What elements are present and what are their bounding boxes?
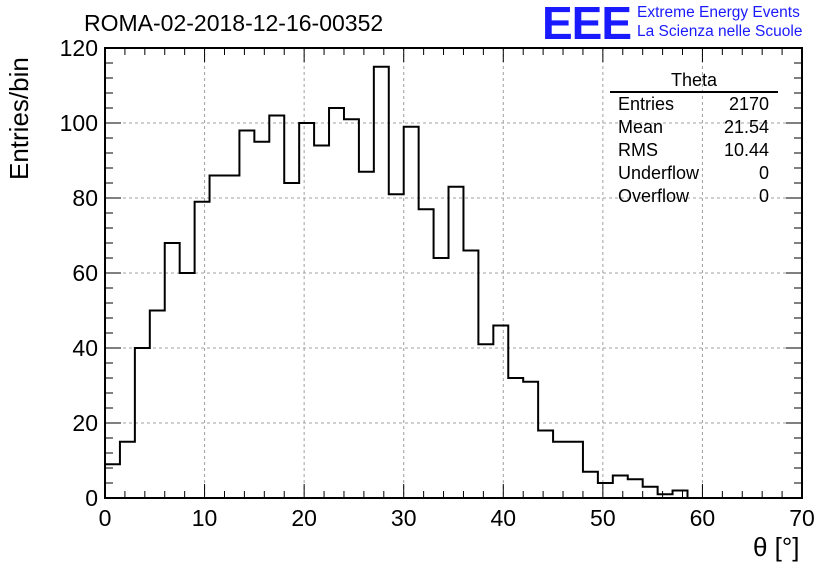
- y-tick-label: 60: [72, 260, 98, 286]
- x-tick-label: 0: [99, 505, 112, 531]
- y-tick-label: 20: [72, 410, 98, 436]
- histogram-step-line: [104, 65, 703, 499]
- stats-value: 21.54: [723, 117, 769, 137]
- stats-row-mean: Mean 21.54: [610, 116, 778, 139]
- x-tick-label: 40: [490, 505, 516, 531]
- logo-caption-line1: Extreme Energy Events: [637, 4, 800, 21]
- stats-label: Entries: [618, 94, 675, 114]
- x-tick-label: 50: [590, 505, 616, 531]
- y-tick-label: 100: [60, 110, 98, 136]
- eee-logo: EEE: [542, 0, 632, 49]
- y-axis-label: Entries/bin: [4, 57, 34, 180]
- logo-caption-line2: La Scienza nelle Scuole: [637, 23, 803, 40]
- stats-value: 0: [758, 186, 769, 206]
- stats-row-entries: Entries 2170: [610, 93, 778, 116]
- y-tick-label: 40: [72, 335, 98, 361]
- chart-title: ROMA-02-2018-12-16-00352: [84, 10, 384, 36]
- plot-frame: [104, 47, 803, 499]
- x-tick-label: 10: [192, 505, 218, 531]
- x-tick-label: 60: [690, 505, 716, 531]
- stats-label: Overflow: [618, 186, 690, 206]
- x-tick-label: 30: [391, 505, 417, 531]
- stats-box: Theta Entries 2170 Mean 21.54 RMS 10.44 …: [610, 70, 778, 208]
- stats-label: RMS: [618, 140, 658, 160]
- stats-value: 10.44: [723, 140, 769, 160]
- stats-row-rms: RMS 10.44: [610, 139, 778, 162]
- logo-caption: Extreme Energy Events La Scienza nelle S…: [637, 3, 802, 41]
- stats-title: Theta: [610, 70, 778, 93]
- stats-label: Mean: [618, 117, 664, 137]
- tick-labels: 0 10 20 30 40 50 60 70 0 20 40 60 80 100 120: [60, 35, 815, 531]
- axis-ticks: [104, 47, 803, 499]
- y-tick-label: 120: [60, 35, 98, 61]
- x-tick-label: 20: [291, 505, 317, 531]
- y-tick-label: 80: [72, 185, 98, 211]
- stats-label: Underflow: [618, 163, 700, 183]
- stats-row-underflow: Underflow 0: [610, 162, 778, 185]
- stats-value: 2170: [728, 94, 769, 114]
- y-tick-label: 0: [85, 485, 98, 511]
- stats-value: 0: [758, 163, 769, 183]
- stats-row-overflow: Overflow 0: [610, 185, 778, 208]
- x-axis-label: θ [°]: [753, 532, 800, 562]
- x-tick-label: 70: [789, 505, 815, 531]
